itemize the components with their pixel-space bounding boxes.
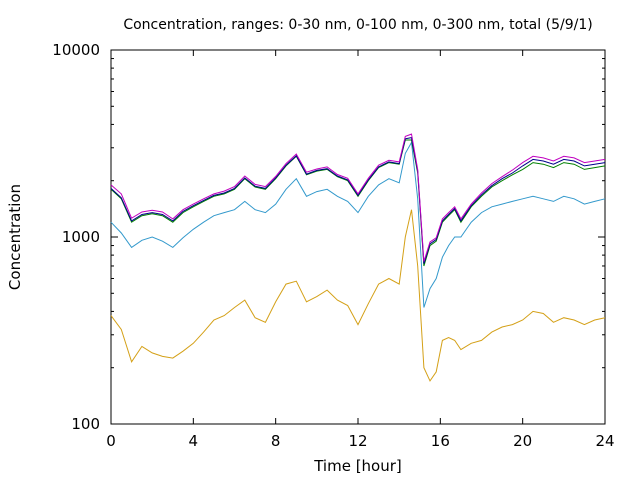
series-line-4 — [110, 137, 606, 264]
ticks-layer: 0 4 8 12 16 20 24 100 1000 10000 — [52, 41, 614, 450]
plot-frame — [110, 49, 606, 425]
x-tick-label: 16 — [431, 432, 450, 450]
x-tick-label: 12 — [348, 432, 367, 450]
y-tick-label: 1000 — [62, 228, 100, 246]
series-line-1 — [110, 209, 606, 382]
x-tick-label: 24 — [595, 432, 614, 450]
series-layer — [110, 133, 606, 382]
x-tick-label: 8 — [271, 432, 281, 450]
y-tick-label: 100 — [71, 415, 100, 433]
x-tick-label: 0 — [106, 432, 116, 450]
x-axis-label: Time [hour] — [313, 457, 402, 475]
x-tick-label: 20 — [513, 432, 532, 450]
y-axis-label: Concentration — [6, 184, 24, 290]
series-line-5 — [110, 133, 606, 262]
series-line-2 — [110, 140, 606, 308]
series-line-3 — [110, 139, 606, 267]
y-tick-label: 10000 — [52, 41, 100, 59]
chart-title: Concentration, ranges: 0-30 nm, 0-100 nm… — [123, 17, 592, 33]
x-tick-label: 4 — [189, 432, 199, 450]
